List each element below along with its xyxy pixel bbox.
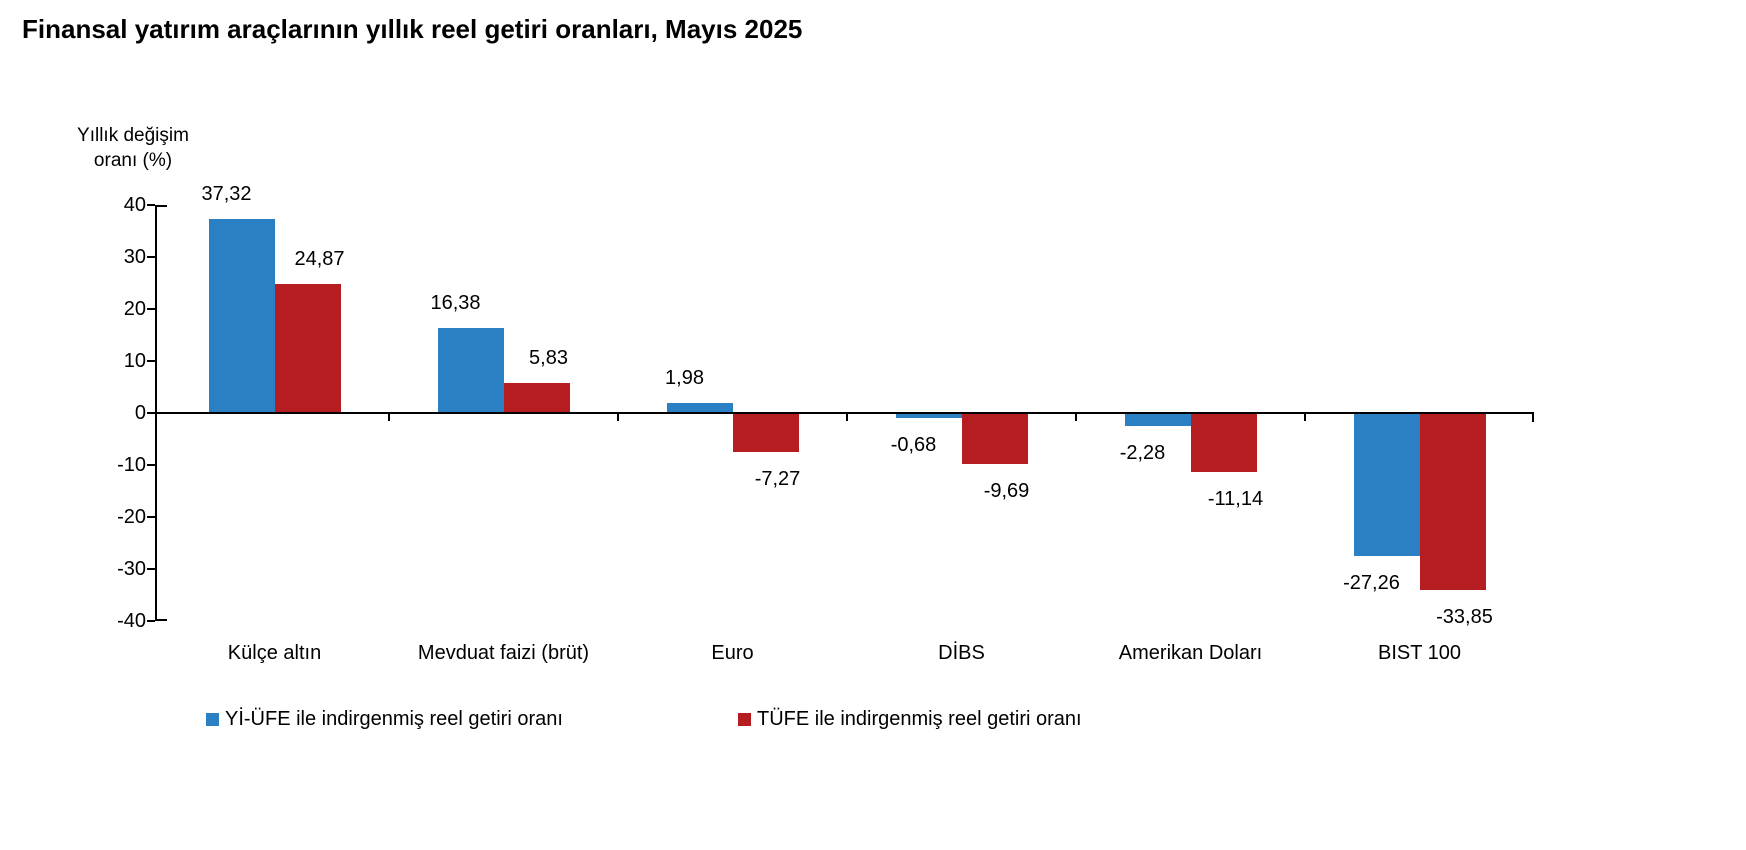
bar-value-label-series1-cat1: 5,83 xyxy=(529,346,568,369)
category-label-0: Külçe altın xyxy=(227,642,322,664)
y-axis-tick-4 xyxy=(147,412,155,414)
x-axis-category-tick-1 xyxy=(388,414,390,421)
legend-item-yi-ufe: Yİ-ÜFE ile indirgenmiş reel getiri oranı xyxy=(206,706,563,732)
y-tick-label-5: -10 xyxy=(117,454,146,476)
y-axis-tick-7 xyxy=(147,568,155,570)
category-label-4: Amerikan Doları xyxy=(1118,642,1263,664)
legend-label-tufe: TÜFE ile indirgenmiş reel getiri oranı xyxy=(757,708,1082,730)
chart-title: Finansal yatırım araçlarının yıllık reel… xyxy=(22,14,803,44)
y-axis-tick-5 xyxy=(147,464,155,466)
bar-value-label-series0-cat5: -27,26 xyxy=(1343,571,1400,594)
y-tick-label-8: -40 xyxy=(117,610,146,632)
y-axis-top-cap xyxy=(157,205,167,207)
legend-swatch-tufe-icon xyxy=(738,712,751,726)
y-axis-tick-2 xyxy=(147,308,155,310)
bar-series0-cat3 xyxy=(895,414,962,418)
bar-value-label-series0-cat2: 1,98 xyxy=(665,366,704,389)
x-axis-category-tick-3 xyxy=(846,414,848,421)
y-axis-title: Yıllık değişim oranı (%) xyxy=(58,123,208,173)
legend-item-tufe: TÜFE ile indirgenmiş reel getiri oranı xyxy=(738,706,1082,732)
y-axis-title-line-1: Yıllık değişim xyxy=(77,125,189,146)
bar-series0-cat4 xyxy=(1124,414,1191,426)
bar-value-label-series0-cat3: -0,68 xyxy=(890,433,937,456)
category-label-1: Mevduat faizi (brüt) xyxy=(417,642,590,664)
bar-series1-cat2 xyxy=(732,414,799,452)
legend-swatch-yi-ufe-icon xyxy=(206,712,219,726)
bar-series1-cat5 xyxy=(1419,414,1486,591)
y-tick-label-0: 40 xyxy=(123,194,146,216)
bar-value-label-series1-cat3: -9,69 xyxy=(983,480,1030,503)
bar-series0-cat1 xyxy=(437,327,504,413)
bar-value-label-series1-cat2: -7,27 xyxy=(754,467,801,490)
bar-value-label-series1-cat4: -11,14 xyxy=(1207,487,1264,510)
bar-series1-cat3 xyxy=(961,414,1028,465)
y-tick-label-7: -30 xyxy=(117,558,146,580)
bar-value-label-series0-cat4: -2,28 xyxy=(1119,441,1166,464)
x-axis-category-tick-4 xyxy=(1075,414,1077,421)
y-tick-label-4: 0 xyxy=(134,402,146,424)
category-label-2: Euro xyxy=(711,642,754,664)
bar-value-label-series1-cat0: 24,87 xyxy=(294,247,345,270)
y-tick-label-3: 10 xyxy=(123,350,146,372)
bar-value-label-series0-cat1: 16,38 xyxy=(430,291,481,314)
y-tick-label-2: 20 xyxy=(123,298,146,320)
y-axis-title-line-2: oranı (%) xyxy=(93,150,173,171)
bar-value-label-series1-cat5: -33,85 xyxy=(1436,606,1493,629)
y-axis-tick-0 xyxy=(147,204,155,206)
bar-series0-cat2 xyxy=(666,402,733,413)
y-axis-tick-6 xyxy=(147,516,155,518)
y-axis-tick-1 xyxy=(147,256,155,258)
category-label-3: DİBS xyxy=(938,642,985,664)
y-axis-bottom-cap xyxy=(157,619,167,621)
x-axis-line xyxy=(155,412,1534,414)
bar-series1-cat4 xyxy=(1190,414,1257,472)
bar-series0-cat5 xyxy=(1353,414,1420,556)
legend-label-yi-ufe: Yİ-ÜFE ile indirgenmiş reel getiri oranı xyxy=(225,708,563,730)
y-tick-label-1: 30 xyxy=(123,246,146,268)
bar-value-label-series0-cat0: 37,32 xyxy=(201,182,252,205)
x-axis-category-tick-2 xyxy=(617,414,619,421)
y-axis-tick-8 xyxy=(147,620,155,622)
bar-series1-cat1 xyxy=(503,382,570,413)
bar-series0-cat0 xyxy=(208,218,275,413)
y-axis-tick-3 xyxy=(147,360,155,362)
x-axis-category-tick-5 xyxy=(1304,414,1306,421)
bar-series1-cat0 xyxy=(274,283,341,413)
category-label-5: BIST 100 xyxy=(1377,642,1462,664)
x-axis-end-cap xyxy=(1532,414,1534,422)
y-tick-label-6: -20 xyxy=(117,506,146,528)
